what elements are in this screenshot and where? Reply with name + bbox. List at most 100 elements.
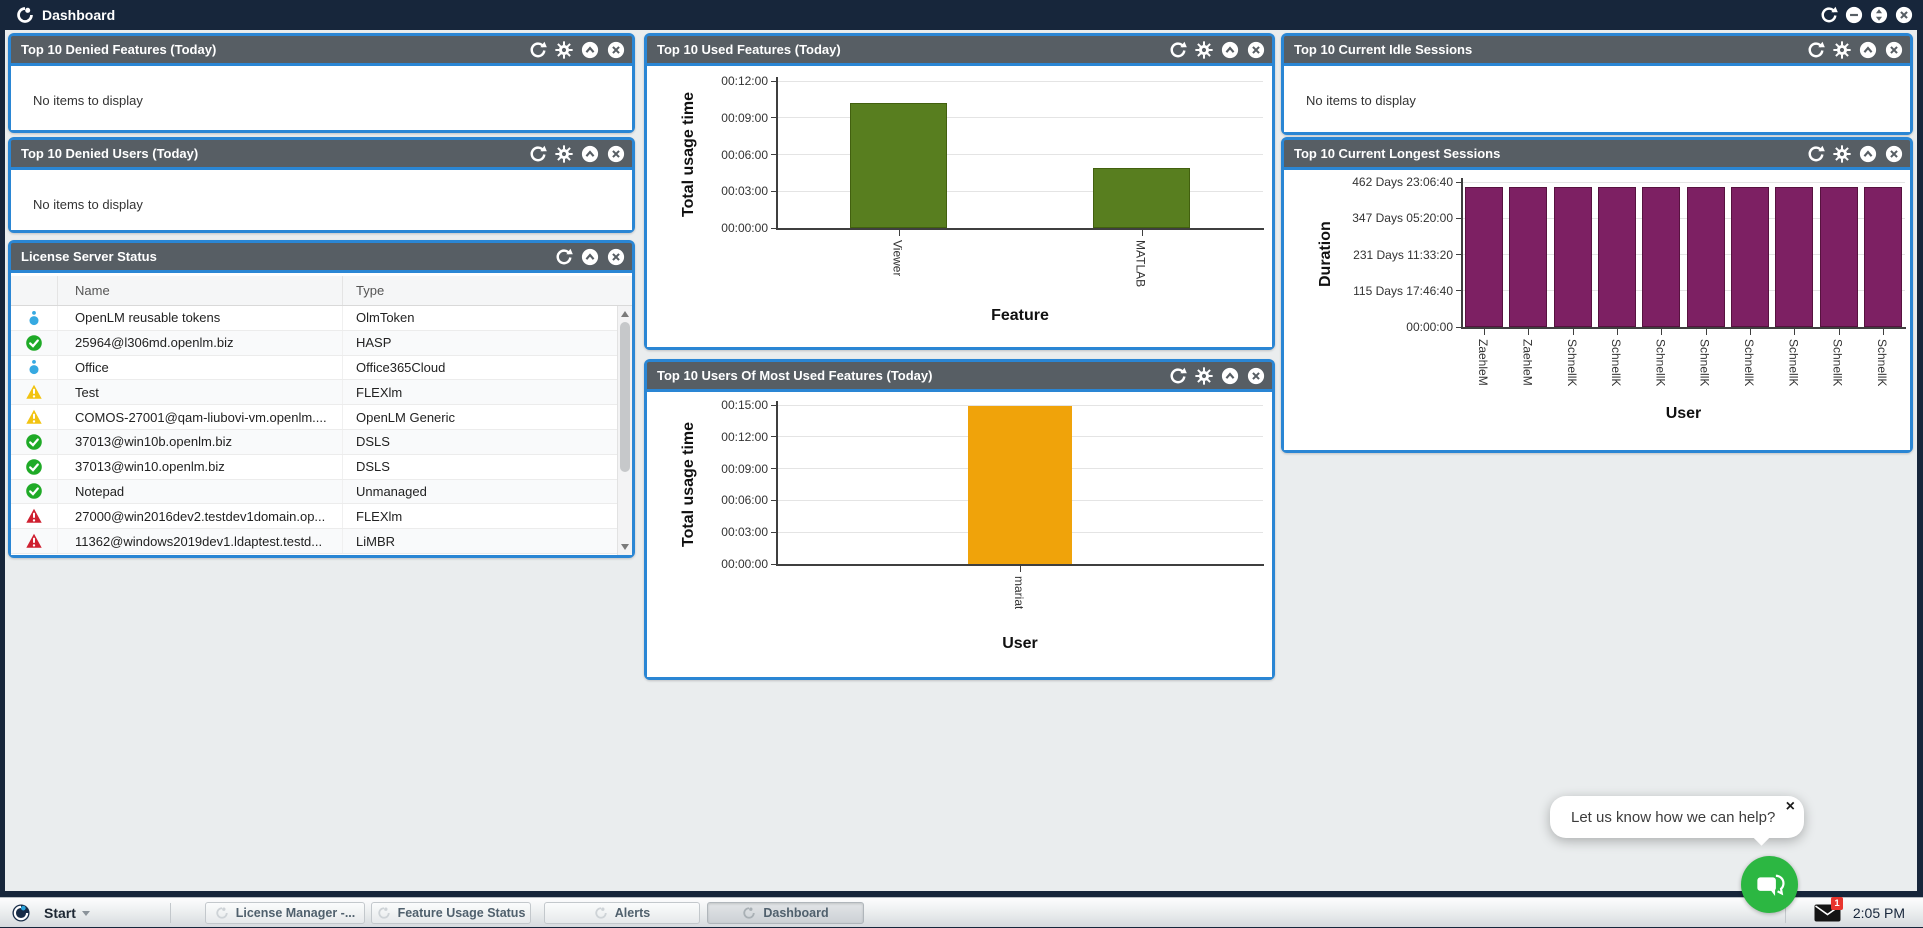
settings-icon[interactable] — [555, 144, 573, 163]
panel-top-users-header[interactable]: Top 10 Users Of Most Used Features (Toda… — [647, 362, 1272, 392]
table-row[interactable]: OpenLM reusable tokens OlmToken — [11, 306, 617, 331]
close-icon[interactable] — [607, 145, 625, 163]
bar-mariat[interactable] — [967, 406, 1073, 564]
collapse-icon[interactable] — [1859, 41, 1877, 59]
taskbar-button-license-manager[interactable]: License Manager -... — [205, 902, 365, 924]
panel-title: Top 10 Used Features (Today) — [657, 42, 841, 57]
bar-matlab[interactable] — [1092, 167, 1191, 228]
chat-prompt-bubble[interactable]: Let us know how we can help? × — [1550, 796, 1804, 846]
y-tick-label: 00:00:00 — [721, 557, 768, 571]
server-type-cell: HASP — [356, 335, 392, 351]
close-icon[interactable] — [1885, 41, 1903, 59]
settings-icon[interactable] — [555, 40, 573, 59]
x-tick-label: MATLAB — [1133, 240, 1148, 288]
bar-zaehlem[interactable] — [1509, 187, 1548, 327]
ok-status-icon — [26, 458, 42, 475]
scrollbar-thumb[interactable] — [620, 322, 630, 472]
taskbar-button-dashboard[interactable]: Dashboard — [707, 902, 864, 924]
panel-license-server-status-header[interactable]: License Server Status — [11, 243, 632, 273]
refresh-icon[interactable] — [555, 248, 573, 266]
close-icon[interactable] — [1885, 145, 1903, 163]
type-column-header[interactable]: Type — [356, 283, 385, 298]
table-row[interactable]: 37013@win10.openlm.biz DSLS — [11, 454, 617, 480]
ok-status-icon — [26, 334, 42, 351]
refresh-icon[interactable] — [529, 41, 547, 59]
table-row[interactable]: 27000@win2016dev2.testdev1domain.op... FL… — [11, 504, 617, 530]
bar-zaehlem[interactable] — [1465, 187, 1504, 327]
panel-denied-users-header[interactable]: Top 10 Denied Users (Today) — [11, 140, 632, 170]
table-scrollbar[interactable] — [617, 306, 632, 555]
minimize-icon[interactable] — [1845, 6, 1863, 24]
taskbar-button-label: License Manager -... — [235, 906, 356, 920]
y-tick-label: 00:03:00 — [721, 525, 768, 540]
taskbar-button-label: Feature Usage Status — [397, 906, 526, 920]
settings-icon[interactable] — [1833, 144, 1851, 163]
app-logo-icon — [215, 906, 229, 920]
table-row[interactable]: 11362@windows2019dev1.ldaptest.testd... L… — [11, 529, 617, 554]
messages-envelope-icon[interactable]: 1 — [1814, 897, 1844, 922]
table-row[interactable]: COMOS-27001@qam-liubovi-vm.openlm.... Ope… — [11, 405, 617, 430]
collapse-icon[interactable] — [581, 248, 599, 266]
y-tick-label: 00:00:00 — [1406, 320, 1453, 334]
chat-launcher-button[interactable] — [1741, 856, 1798, 913]
close-icon[interactable] — [1247, 41, 1265, 59]
collapse-icon[interactable] — [581, 145, 599, 163]
start-button[interactable]: Start — [12, 898, 90, 928]
x-tick-label: ZaehleM — [1476, 339, 1491, 386]
collapse-icon[interactable] — [1221, 41, 1239, 59]
bar-schnellk[interactable] — [1642, 187, 1681, 327]
bar-viewer[interactable] — [849, 103, 948, 228]
settings-icon[interactable] — [1195, 366, 1213, 385]
refresh-icon[interactable] — [1807, 41, 1825, 59]
panel-used-features-header[interactable]: Top 10 Used Features (Today) — [647, 36, 1272, 66]
taskbar-button-alerts[interactable]: Alerts — [544, 902, 700, 924]
app-logo-icon — [594, 906, 608, 920]
panel-denied-features-header[interactable]: Top 10 Denied Features (Today) — [11, 36, 632, 66]
refresh-icon[interactable] — [1169, 367, 1187, 385]
bar-schnellk[interactable] — [1863, 187, 1902, 327]
scroll-up-arrow[interactable] — [618, 307, 632, 321]
bar-schnellk[interactable] — [1686, 187, 1725, 327]
start-label: Start — [44, 905, 76, 921]
close-icon[interactable] — [607, 248, 625, 266]
refresh-icon[interactable] — [529, 145, 547, 163]
close-icon[interactable] — [607, 41, 625, 59]
bar-schnellk[interactable] — [1775, 187, 1814, 327]
close-icon[interactable] — [1895, 6, 1913, 24]
table-row[interactable]: Office Office365Cloud — [11, 355, 617, 381]
collapse-icon[interactable] — [1859, 145, 1877, 163]
scroll-down-arrow[interactable] — [618, 540, 632, 554]
panel-idle-sessions-header[interactable]: Top 10 Current Idle Sessions — [1284, 36, 1910, 66]
ok-status-icon — [26, 483, 42, 500]
server-type-cell: DSLS — [356, 459, 390, 475]
settings-icon[interactable] — [1833, 40, 1851, 59]
refresh-icon[interactable] — [1807, 145, 1825, 163]
bar-schnellk[interactable] — [1730, 187, 1769, 327]
panel-license-server-status: License Server Status Name Type OpenLM r… — [8, 240, 635, 558]
name-column-header[interactable]: Name — [58, 276, 343, 305]
refresh-icon[interactable] — [1169, 41, 1187, 59]
taskbar-button-feature-usage-status[interactable]: Feature Usage Status — [371, 902, 531, 924]
collapse-icon[interactable] — [581, 41, 599, 59]
bar-schnellk[interactable] — [1553, 187, 1592, 327]
bar-schnellk[interactable] — [1598, 187, 1637, 327]
y-tick-label: 462 Days 23:06:40 — [1352, 175, 1453, 189]
server-type-cell: FLEXlm — [356, 384, 403, 400]
expand-icon[interactable] — [1870, 6, 1888, 24]
refresh-icon[interactable] — [1820, 6, 1838, 24]
column-left: Top 10 Denied Features (Today) No items … — [8, 30, 635, 891]
bar-schnellk[interactable] — [1819, 187, 1858, 327]
table-row[interactable]: Notepad Unmanaged — [11, 479, 617, 505]
server-type-cell: OpenLM Generic — [356, 409, 455, 425]
chat-close-icon[interactable]: × — [1785, 798, 1795, 815]
settings-icon[interactable] — [1195, 40, 1213, 59]
table-row[interactable]: Test FLEXlm — [11, 380, 617, 406]
table-row[interactable]: 25964@l306md.openlm.biz HASP — [11, 330, 617, 356]
table-row[interactable]: 37013@win10b.openlm.biz DSLS — [11, 429, 617, 455]
server-name-cell: COMOS-27001@qam-liubovi-vm.openlm.... — [58, 405, 343, 429]
close-icon[interactable] — [1247, 367, 1265, 385]
panel-longest-sessions-header[interactable]: Top 10 Current Longest Sessions — [1284, 140, 1910, 170]
collapse-icon[interactable] — [1221, 367, 1239, 385]
x-tick-label: SchnellK — [1786, 339, 1801, 387]
longest-sessions-chart: Duration 00:00:00 115 Days 17:46:40 231 Day… — [1284, 173, 1910, 450]
